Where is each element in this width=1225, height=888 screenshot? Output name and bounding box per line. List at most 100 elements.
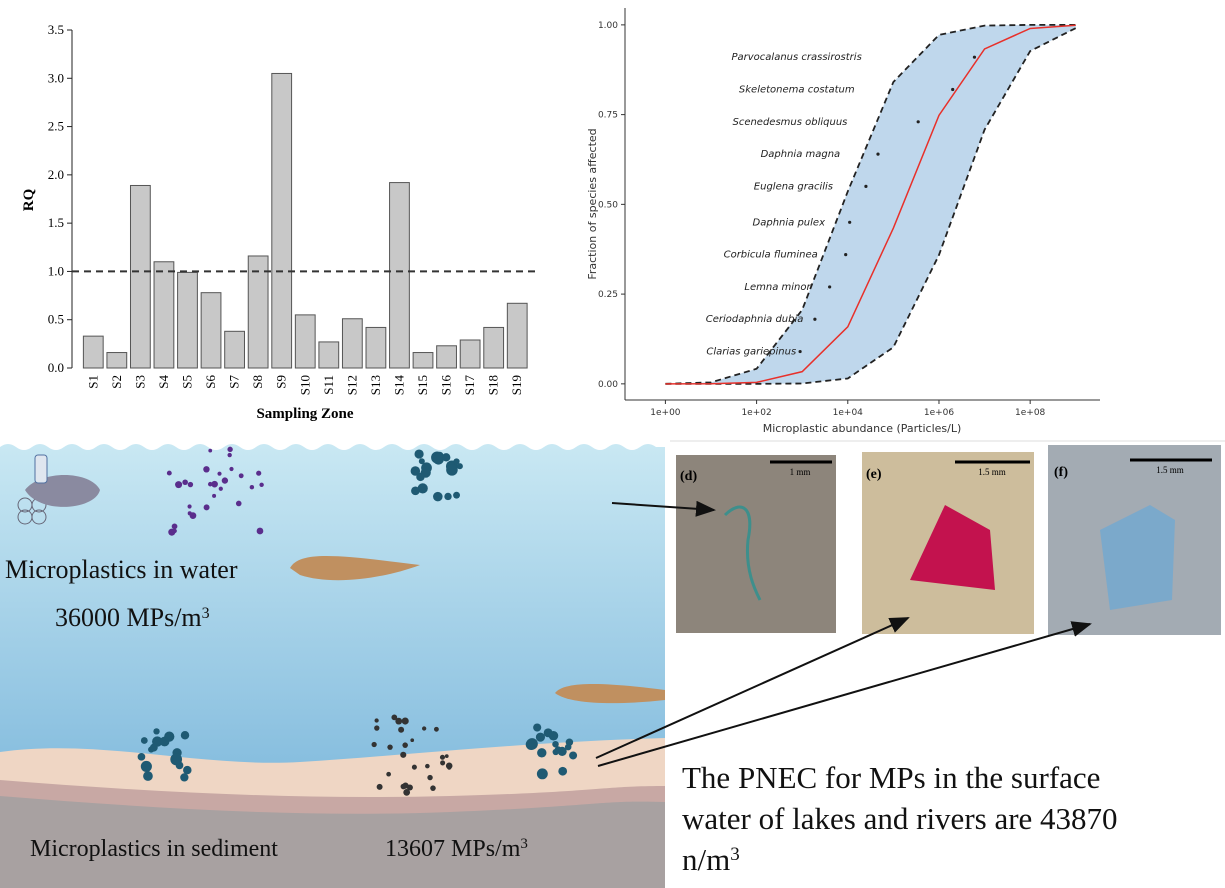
fiber (723, 505, 762, 601)
bar (341, 318, 363, 369)
particle (387, 744, 393, 750)
particle (238, 473, 244, 479)
particle (386, 771, 391, 777)
y-axis-title: RQ (21, 188, 37, 211)
illustration: Microplastics in water 36000 MPs/m3 Micr… (0, 444, 665, 888)
particle (552, 740, 559, 748)
particle (401, 717, 409, 725)
x-tick-label: S19 (509, 375, 524, 395)
bar (483, 326, 505, 369)
y-tick-label: 1.0 (48, 263, 64, 278)
particle (143, 771, 153, 781)
particle (235, 500, 242, 507)
x-axis-title: Microplastic abundance (Particles/L) (763, 422, 962, 435)
bar (506, 302, 528, 369)
particle (182, 479, 188, 486)
species-point (864, 184, 868, 189)
particle (536, 768, 548, 780)
species-label: Ceriodaphnia dubia (706, 314, 804, 325)
species-point (848, 220, 852, 224)
bar (294, 314, 316, 369)
bar (224, 330, 245, 369)
particle (411, 486, 420, 496)
particle (558, 766, 568, 776)
particle (417, 483, 428, 494)
tadpole (555, 684, 665, 704)
x-tick-label: S18 (486, 375, 501, 395)
bar (459, 339, 481, 369)
species-point (844, 253, 848, 257)
species-point (828, 285, 832, 289)
y-tick-label: 0.25 (598, 290, 618, 300)
species-label: Lemna minor (744, 282, 811, 293)
particle (403, 788, 411, 796)
particle (439, 754, 446, 760)
x-tick-label: S17 (462, 375, 477, 396)
particle (166, 470, 172, 476)
bar (129, 184, 151, 369)
y-tick-label: 1.5 (48, 215, 64, 230)
species-point (798, 349, 802, 354)
particle (447, 765, 452, 770)
scale-label: 1.5 mm (1156, 465, 1184, 475)
particle (211, 480, 218, 488)
particle (208, 448, 213, 453)
particle (554, 746, 562, 753)
x-tick-label: S5 (179, 375, 194, 389)
x-tick-label: 1e+00 (650, 408, 681, 418)
species-point (813, 317, 817, 321)
x-tick-label: S6 (203, 375, 218, 389)
bar (247, 255, 269, 369)
y-tick-label: 3.0 (48, 70, 64, 85)
particle (416, 472, 425, 482)
x-tick-label: S2 (109, 375, 124, 389)
bar (271, 72, 293, 369)
particle (175, 481, 183, 489)
bottle (34, 454, 48, 484)
film (1100, 505, 1175, 610)
pnec-line: n/m3 (682, 842, 740, 877)
particle (395, 717, 403, 725)
particle (203, 466, 210, 473)
pnec-text: The PNEC for MPs in the surface water of… (682, 760, 1118, 877)
particle (140, 737, 148, 744)
ssd-chart: Clarias gariepinus Ceriodaphnia dubia Lemn… (586, 8, 1100, 435)
particle (172, 528, 177, 534)
particle (400, 751, 407, 758)
particle (425, 763, 430, 769)
sediment-label: Microplastics in sediment (30, 836, 278, 862)
particle (140, 760, 152, 772)
sediment-value: 13607 MPs/m3 (385, 836, 528, 862)
particle (376, 783, 383, 790)
particle (414, 449, 424, 459)
bar (153, 261, 175, 369)
y-axis-title: Fraction of species affected (586, 128, 599, 279)
species-point (916, 120, 920, 124)
bead (31, 509, 47, 525)
bar-chart: 0.0 0.5 1.0 1.5 2.0 2.5 3.0 3.5 S1 S2 S3 S4 S5 S6 S7 S8… (21, 22, 535, 422)
particle (400, 783, 407, 790)
particle (203, 504, 210, 511)
particle (548, 731, 559, 741)
particle (374, 718, 379, 723)
species-label: Parvocalanus crassirostris (731, 52, 861, 63)
x-tick-label: S14 (391, 375, 406, 396)
particle (433, 491, 443, 502)
particle (456, 463, 463, 470)
y-tick-label: 3.5 (48, 22, 64, 37)
x-tick-label: S7 (227, 375, 242, 389)
particle (164, 731, 175, 742)
species-label: Corbicula fluminea (724, 250, 818, 261)
panel-label: (d) (680, 469, 697, 484)
species-point (972, 55, 977, 59)
y-tick-label: 0.00 (598, 380, 618, 390)
particle (453, 458, 460, 465)
species-label: Euglena gracilis (754, 181, 833, 192)
bar (106, 352, 128, 369)
bar (177, 271, 198, 369)
particle (391, 714, 398, 721)
particle (189, 512, 197, 519)
x-tick-label: 1e+02 (741, 408, 771, 418)
superscript: 3 (520, 836, 528, 852)
particle (259, 482, 264, 488)
